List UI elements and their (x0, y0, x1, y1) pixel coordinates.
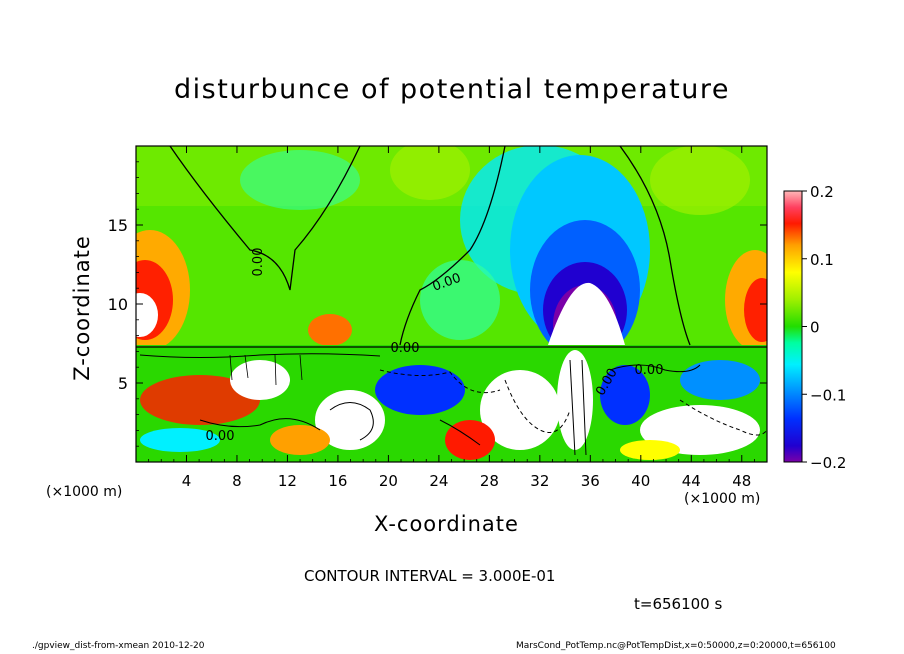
x-tick-label: 32 (530, 472, 549, 490)
colorbar (783, 190, 803, 463)
x-tick-label: 36 (581, 472, 600, 490)
contour-label: 0.00 (251, 248, 266, 277)
colorbar-tick-label: 0.1 (810, 251, 834, 269)
x-tick-label: 24 (429, 472, 448, 490)
x-tick-label: 8 (232, 472, 242, 490)
x-tick-label: 20 (379, 472, 398, 490)
y-axis: 5 10 15 (108, 161, 767, 447)
contour-label: 0.00 (206, 429, 235, 444)
x-tick-label: 28 (480, 472, 499, 490)
colorbar-tick-label: 0 (810, 319, 820, 337)
contour-label: 0.00 (391, 341, 420, 356)
contour-interval-text: CONTOUR INTERVAL = 3.000E-01 (304, 567, 556, 585)
time-label: t=656100 s (634, 595, 723, 613)
x-tick-label: 16 (328, 472, 347, 490)
heatmap-field (136, 146, 767, 462)
x-tick-label: 4 (182, 472, 192, 490)
y-axis-label: Z-coordinate (70, 235, 94, 381)
y-tick-label: 10 (108, 295, 128, 314)
colorbar-tick-label: 0.2 (810, 183, 834, 201)
y-tick-label: 15 (108, 216, 128, 235)
x-axis: 4 8 12 16 20 24 28 32 36 40 44 48 (148, 146, 755, 490)
colorbar-tick-label: −0.2 (810, 454, 846, 472)
footer-left: ./gpview_dist-from-xmean 2010-12-20 (32, 641, 205, 651)
x-axis-label: X-coordinate (374, 512, 519, 536)
x-tick-label: 44 (682, 472, 701, 490)
footer-right: MarsCond_PotTemp.nc@PotTempDist,x=0:5000… (516, 641, 836, 651)
colorbar-ticks: 0.2 0.1 0 −0.1 −0.2 (802, 183, 846, 472)
chart-title: disturbunce of potential temperature (174, 74, 730, 105)
y-axis-unit: (×1000 m) (46, 484, 123, 500)
x-tick-label: 40 (631, 472, 650, 490)
x-tick-label: 12 (278, 472, 297, 490)
x-axis-unit: (×1000 m) (684, 491, 761, 507)
contour-label: 0.00 (635, 363, 664, 378)
x-tick-label: 48 (732, 472, 751, 490)
colorbar-tick-label: −0.1 (810, 386, 846, 404)
y-tick-label: 5 (118, 374, 128, 393)
